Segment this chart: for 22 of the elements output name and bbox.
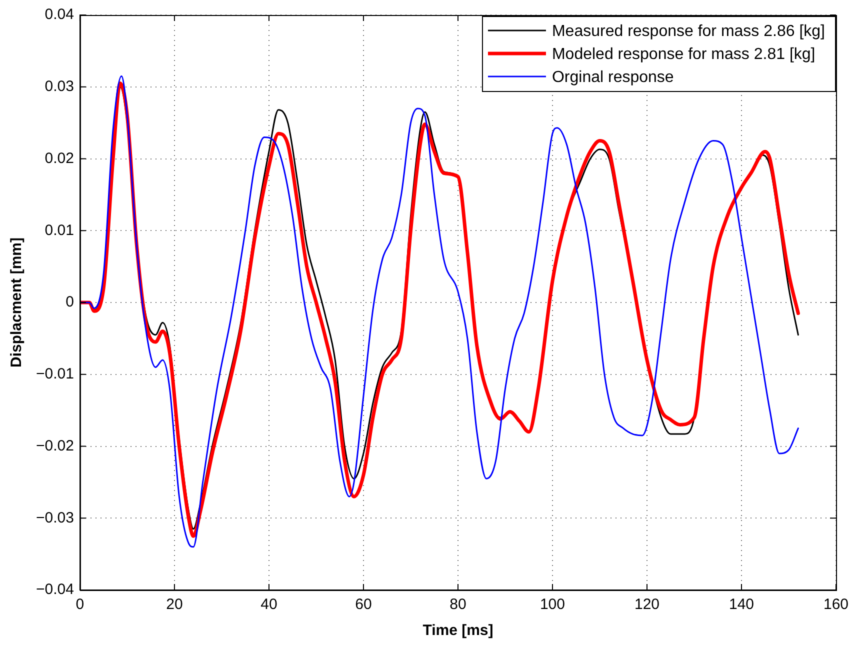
- y-tick-label: −0.01: [36, 366, 74, 383]
- x-tick-label: 120: [634, 596, 660, 614]
- x-tick-label: 140: [728, 596, 754, 614]
- x-tick-label: 160: [823, 596, 849, 614]
- x-tick-label: 100: [540, 596, 565, 614]
- y-tick-label: −0.02: [36, 437, 74, 454]
- y-tick-label: 0: [66, 294, 74, 311]
- y-tick-label: 0.01: [44, 222, 74, 239]
- y-tick-label: 0.04: [44, 6, 74, 24]
- y-tick-label: 0.03: [44, 78, 74, 96]
- y-tick-label: −0.04: [36, 581, 74, 598]
- legend-label: Modeled response for mass 2.81 [kg]: [552, 46, 816, 63]
- x-tick-label: 80: [450, 596, 466, 614]
- x-axis-title: Time [ms]: [422, 622, 494, 640]
- x-tick-label: 60: [355, 596, 372, 614]
- x-tick-label: 40: [260, 596, 278, 614]
- y-tick-label: −0.03: [36, 509, 74, 526]
- legend-label: Measured response for mass 2.86 [kg]: [552, 22, 826, 40]
- y-axis-title: Displacment [mm]: [8, 237, 26, 368]
- y-tick-label: 0.02: [44, 150, 74, 167]
- legend-label: Orginal response: [552, 68, 674, 86]
- x-tick-label: 20: [166, 596, 183, 614]
